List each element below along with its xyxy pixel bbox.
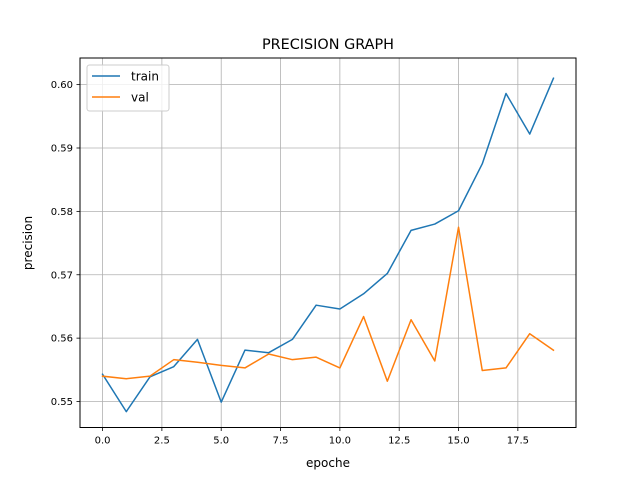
series-lines xyxy=(101,77,555,413)
plot-frame xyxy=(79,57,577,428)
x-tick-label: 10.0 xyxy=(329,436,351,447)
x-axis-label: epoche xyxy=(306,456,350,470)
x-tick-label: 12.5 xyxy=(388,436,410,447)
y-axis-label: precision xyxy=(21,216,35,270)
legend-val-label: val xyxy=(131,91,149,105)
x-tick-label: 2.5 xyxy=(154,436,170,447)
y-tick-label: 0.58 xyxy=(51,207,73,218)
y-tick-label: 0.56 xyxy=(51,334,73,345)
x-tick-label: 7.5 xyxy=(273,436,289,447)
chart-title: PRECISION GRAPH xyxy=(262,37,394,53)
legend: train val xyxy=(86,64,170,112)
val-series-line xyxy=(101,226,555,382)
y-tick-label: 0.55 xyxy=(51,397,73,408)
x-tick-label: 0.0 xyxy=(95,436,111,447)
grid-lines xyxy=(80,58,576,428)
x-tick-label: 15.0 xyxy=(447,436,469,447)
train-series-line xyxy=(101,77,555,413)
y-tick-label: 0.59 xyxy=(51,144,73,155)
legend-train-label: train xyxy=(131,70,159,84)
x-tick-label: 5.0 xyxy=(213,436,229,447)
y-axis-ticks: 0.55 0.56 0.57 0.58 0.59 0.60 xyxy=(51,80,80,408)
x-axis-ticks: 0.0 2.5 5.0 7.5 10.0 12.5 15.0 17.5 xyxy=(95,427,529,447)
y-tick-label: 0.57 xyxy=(51,270,73,281)
y-tick-label: 0.60 xyxy=(51,80,73,91)
x-tick-label: 17.5 xyxy=(507,436,529,447)
